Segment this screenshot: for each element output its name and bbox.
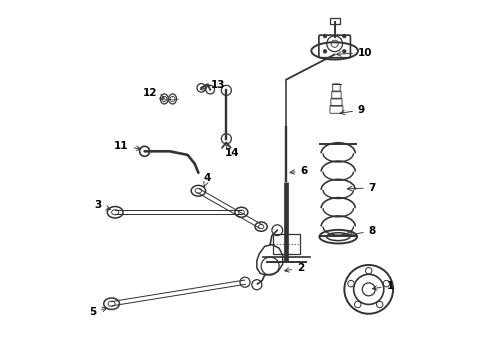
Text: 11: 11 bbox=[114, 141, 141, 151]
Text: 14: 14 bbox=[225, 145, 240, 158]
Text: 2: 2 bbox=[285, 263, 304, 273]
Text: 4: 4 bbox=[204, 173, 211, 186]
Circle shape bbox=[323, 34, 327, 38]
Text: 1: 1 bbox=[372, 281, 394, 291]
Circle shape bbox=[343, 34, 346, 38]
Text: 10: 10 bbox=[337, 48, 372, 58]
Text: 5: 5 bbox=[89, 307, 107, 317]
Text: 9: 9 bbox=[340, 105, 365, 115]
Text: 7: 7 bbox=[347, 183, 376, 193]
Text: 12: 12 bbox=[143, 88, 164, 99]
Text: 3: 3 bbox=[94, 200, 111, 210]
Text: 8: 8 bbox=[349, 226, 376, 237]
Circle shape bbox=[323, 50, 327, 53]
Circle shape bbox=[343, 50, 346, 53]
Text: 13: 13 bbox=[200, 80, 225, 90]
Text: 6: 6 bbox=[290, 166, 308, 176]
